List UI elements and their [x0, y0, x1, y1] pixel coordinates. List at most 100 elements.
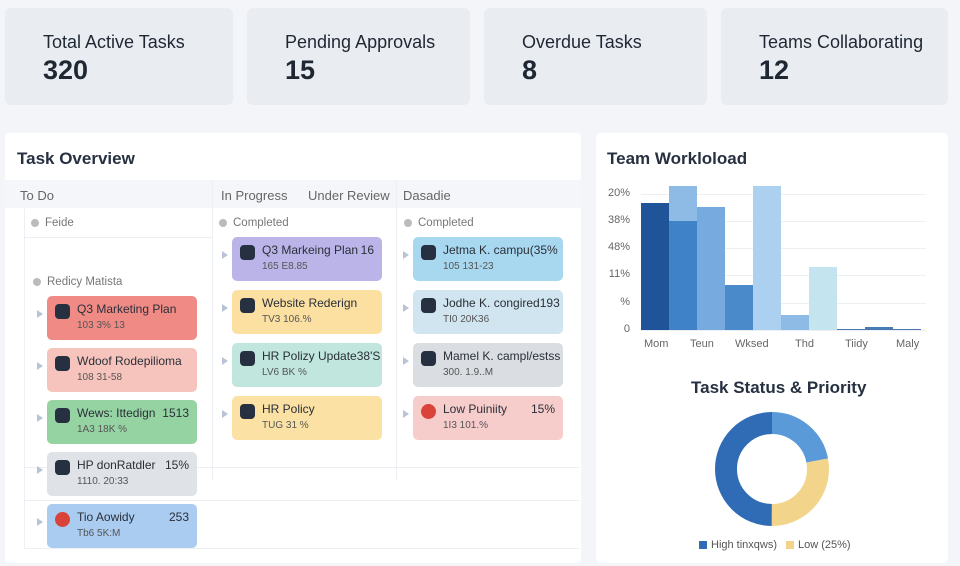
expand-arrow-icon[interactable] — [403, 410, 409, 418]
bar-overlay[interactable] — [669, 221, 697, 330]
flag-icon — [55, 304, 70, 319]
x-tick-label: Maly — [896, 338, 920, 350]
expand-arrow-icon[interactable] — [222, 304, 228, 312]
stat-card[interactable]: Teams Collaborating 12 — [721, 8, 948, 105]
record-icon — [55, 512, 70, 527]
x-tick-label: Teun — [690, 338, 714, 350]
flag-icon — [240, 245, 255, 260]
expand-arrow-icon[interactable] — [37, 414, 43, 422]
task-percent: 1513 — [162, 406, 189, 420]
task-title: Website Rederign — [262, 296, 358, 310]
task-title: Jetma K. campu — [443, 243, 530, 257]
task-card[interactable]: HR Policy TUG 31 % — [232, 396, 382, 440]
doc-icon — [421, 351, 436, 366]
group-label: Feide — [31, 217, 74, 229]
donut-slice[interactable] — [715, 412, 829, 526]
legend-item: Low (25%) — [786, 539, 851, 551]
y-tick-label: 38% — [607, 213, 630, 226]
stat-label: Total Active Tasks — [43, 32, 185, 52]
task-title: Wews: Ittedign — [77, 406, 156, 420]
doc-icon — [240, 404, 255, 419]
task-meta: 108 31-58 — [77, 372, 123, 383]
expand-arrow-icon[interactable] — [222, 357, 228, 365]
divider — [24, 467, 579, 468]
bar[interactable] — [697, 207, 725, 330]
task-meta: TUG 31 % — [262, 420, 309, 431]
task-card[interactable]: HR Polizy Update 38'S LV6 BK % — [232, 343, 382, 387]
divider — [24, 500, 579, 501]
task-card[interactable]: Wews: Ittedign 1513 1A3 18K % — [47, 400, 197, 444]
task-card[interactable]: Jodhe K. congired 193 TI0 20K36 — [413, 290, 563, 334]
task-meta: LV6 BK % — [262, 367, 307, 378]
task-card[interactable]: Low Puiniity 15% 1I3 101.% — [413, 396, 563, 440]
task-card[interactable]: HP donRatdler 15% 1110. 20:33 — [47, 452, 197, 496]
legend-swatch — [786, 541, 794, 549]
column-in-progress[interactable]: In Progress — [221, 188, 288, 203]
expand-arrow-icon[interactable] — [403, 357, 409, 365]
divider — [24, 208, 25, 548]
column-under-review[interactable]: Under Review — [308, 188, 390, 203]
task-percent: (35% — [529, 243, 558, 257]
task-meta: 1A3 18K % — [77, 424, 128, 435]
task-meta: 300. 1.9..M — [443, 367, 494, 378]
column-todo[interactable]: To Do — [20, 188, 54, 203]
task-card[interactable]: Tio Aowidy 253 Tb6 5K:M — [47, 504, 197, 548]
stat-card[interactable]: Pending Approvals 15 — [247, 8, 470, 105]
group-label: Completed — [404, 217, 474, 229]
flag-icon — [55, 408, 70, 423]
y-tick-label: % — [620, 295, 630, 308]
expand-arrow-icon[interactable] — [37, 466, 43, 474]
task-meta: Tb6 5K:M — [77, 528, 121, 539]
task-card[interactable]: Website Rederign TV3 106.% — [232, 290, 382, 334]
donut-chart — [715, 412, 829, 526]
stat-label: Pending Approvals — [285, 32, 436, 52]
task-card[interactable]: Mamel K. campl/ests s 300. 1.9..M — [413, 343, 563, 387]
bar[interactable] — [809, 267, 837, 330]
gridline — [641, 302, 926, 304]
divider — [24, 548, 579, 549]
gridline — [641, 248, 926, 250]
expand-arrow-icon[interactable] — [403, 251, 409, 259]
task-status-title: Task Status & Priority — [691, 378, 867, 397]
expand-arrow-icon[interactable] — [403, 304, 409, 312]
task-title: HP donRatdler — [77, 458, 156, 472]
group-label: Completed — [219, 217, 289, 229]
task-title: Tio Aowidy — [77, 510, 135, 524]
expand-arrow-icon[interactable] — [37, 362, 43, 370]
task-title: HR Policy — [262, 402, 315, 416]
stat-card[interactable]: Total Active Tasks 320 — [5, 8, 233, 105]
task-meta: 1I3 101.% — [443, 420, 489, 431]
task-card[interactable]: Q3 Markeing Plan 16 165 E8.85 — [232, 237, 382, 281]
task-card[interactable]: Wdoof Rodepilioma 108 31-58 — [47, 348, 197, 392]
bar[interactable] — [781, 314, 809, 330]
gridline — [641, 330, 926, 331]
x-tick-label: Wksed — [735, 338, 769, 350]
task-percent: 15% — [530, 402, 555, 416]
bar[interactable] — [837, 328, 865, 330]
task-title: Jodhe K. congired — [443, 296, 540, 310]
task-overview-title: Task Overview — [17, 149, 135, 168]
expand-arrow-icon[interactable] — [222, 410, 228, 418]
y-tick-label: 48% — [607, 241, 630, 254]
doc-icon — [55, 460, 70, 475]
column-dasadie[interactable]: Dasadie — [403, 188, 451, 203]
donut-slice[interactable] — [715, 412, 829, 526]
bar[interactable] — [725, 284, 753, 330]
expand-arrow-icon[interactable] — [37, 310, 43, 318]
task-meta: 105 131-23 — [443, 261, 494, 272]
bar[interactable] — [865, 326, 893, 330]
task-title: Wdoof Rodepilioma — [77, 354, 182, 368]
bar[interactable] — [641, 202, 669, 330]
expand-arrow-icon[interactable] — [222, 251, 228, 259]
bar[interactable] — [893, 328, 921, 330]
task-card[interactable]: Jetma K. campu (35% 105 131-23 — [413, 237, 563, 281]
y-tick-label: 11% — [608, 268, 630, 281]
task-title: Mamel K. campl/ests — [443, 349, 555, 363]
bar[interactable] — [753, 185, 781, 330]
task-title: Q3 Markeing Plan — [262, 243, 359, 257]
task-card[interactable]: Q3 Marketing Plan 103 3% 13 — [47, 296, 197, 340]
stat-card[interactable]: Overdue Tasks 8 — [484, 8, 707, 105]
expand-arrow-icon[interactable] — [37, 518, 43, 526]
task-title: HR Polizy Update — [262, 349, 357, 363]
task-meta: 165 E8.85 — [262, 261, 308, 272]
